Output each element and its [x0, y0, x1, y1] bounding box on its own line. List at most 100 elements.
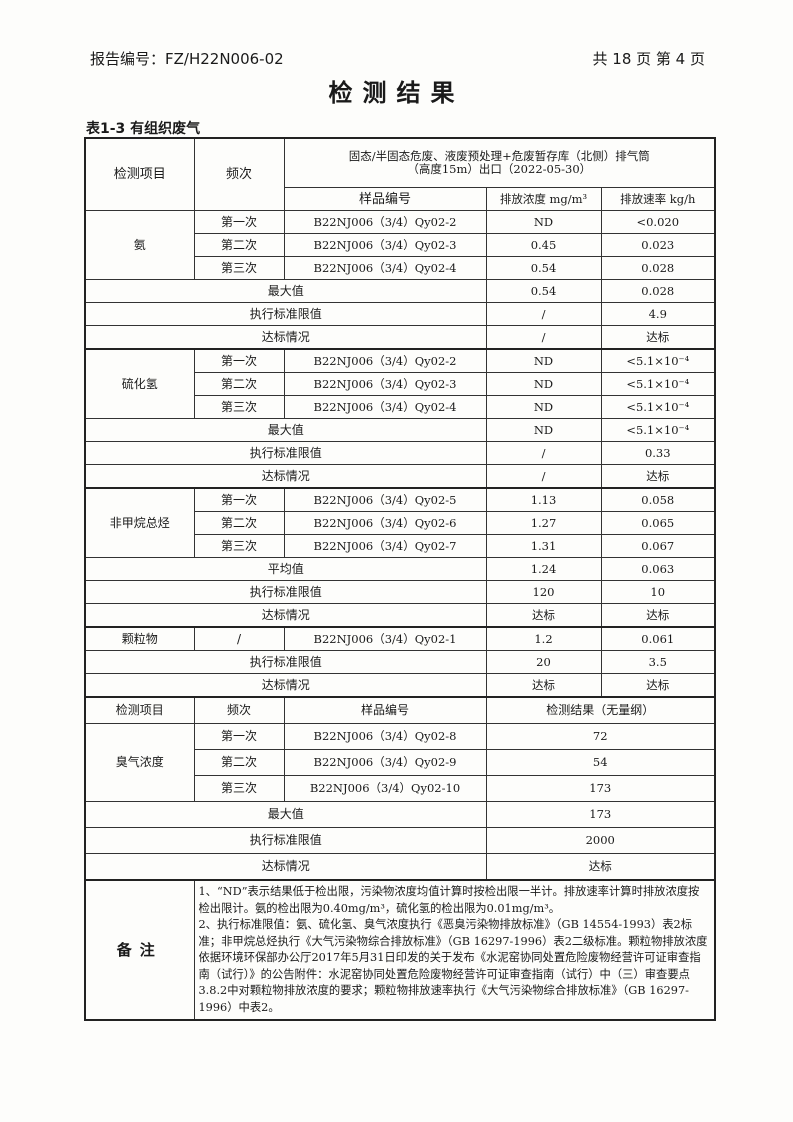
- frequency: 第三次: [193, 534, 285, 558]
- concentration: /: [485, 325, 602, 350]
- header-result: 检测结果（无量纲）: [485, 696, 716, 724]
- summary-row: 执行标准限值/4.9: [84, 302, 716, 326]
- emission-rate: 达标: [600, 464, 716, 489]
- sample-id: B22NJ006（3/4）Qy02-6: [283, 511, 487, 535]
- result: 54: [485, 749, 716, 776]
- item-name: 臭气浓度: [84, 723, 195, 802]
- result: 72: [485, 723, 716, 750]
- frequency: 第一次: [193, 210, 285, 234]
- emission-rate: <0.020: [600, 210, 716, 234]
- sample-id: B22NJ006（3/4）Qy02-1: [283, 626, 487, 651]
- summary-row: 执行标准限值/0.33: [84, 441, 716, 465]
- results-table: 检测项目 频次 固态/半固态危废、液废预处理+危废暂存库（北侧）排气筒 （高度15…: [84, 137, 716, 1021]
- source-line1: 固态/半固态危废、液废预处理+危废暂存库（北侧）排气筒: [348, 149, 650, 163]
- item-name: 氨: [84, 210, 195, 280]
- emission-rate: 10: [600, 580, 716, 604]
- sample-id: B22NJ006（3/4）Qy02-5: [283, 487, 487, 512]
- concentration: 1.27: [485, 511, 602, 535]
- sample-id: B22NJ006（3/4）Qy02-4: [283, 395, 487, 419]
- summary-row: 最大值 0.54 0.028: [84, 279, 716, 303]
- concentration: /: [485, 302, 602, 326]
- concentration: ND: [485, 372, 602, 396]
- concentration: 120: [485, 580, 602, 604]
- header-frequency: 频次: [193, 696, 285, 724]
- table-row: 第二次 B22NJ006（3/4）Qy02-3 0.45 0.023: [85, 233, 716, 257]
- summary-row: 达标情况 达标: [84, 853, 716, 881]
- report-number: 报告编号：FZ/H22N006-02: [90, 50, 284, 68]
- concentration: ND: [485, 395, 602, 419]
- summary-row: 执行标准限值 2000: [84, 827, 716, 854]
- table-row: 硫化氢 第一次 B22NJ006（3/4）Qy02-2 ND <5.1×10⁻⁴: [84, 348, 716, 419]
- emission-rate: 0.028: [600, 256, 716, 280]
- concentration: 20: [485, 650, 602, 674]
- table-row: 第二次 B22NJ006（3/4）Qy02-9 54: [85, 749, 716, 776]
- summary-label: 执行标准限值: [84, 827, 487, 854]
- table-row: 第三次 B22NJ006（3/4）Qy02-7 1.31 0.067: [85, 534, 716, 558]
- table-row: 第二次 B22NJ006（3/4）Qy02-3 ND <5.1×10⁻⁴: [85, 372, 716, 396]
- emission-rate: <5.1×10⁻⁴: [600, 372, 716, 396]
- header-item: 检测项目: [84, 696, 195, 724]
- table-caption: 表1-3 有组织废气: [86, 121, 201, 137]
- concentration: 0.45: [485, 233, 602, 257]
- frequency: 第二次: [193, 372, 285, 396]
- result: 达标: [485, 853, 716, 881]
- table-row: 臭气浓度 第一次 B22NJ006（3/4）Qy02-8 72: [84, 723, 716, 802]
- header-source: 固态/半固态危废、液废预处理+危废暂存库（北侧）排气筒 （高度15m）出口（202…: [283, 137, 716, 188]
- concentration: ND: [485, 418, 602, 442]
- notes-row: 备注 1、“ND”表示结果低于检出限，污染物浓度均值计算时按检出限一半计。排放速率…: [84, 879, 716, 1021]
- frequency: 第三次: [193, 775, 285, 802]
- frequency: 第三次: [193, 395, 285, 419]
- frequency: 第一次: [193, 723, 285, 750]
- emission-rate: 0.061: [600, 626, 716, 651]
- summary-label: 执行标准限值: [84, 580, 487, 604]
- table-row: 第三次 B22NJ006（3/4）Qy02-4 ND <5.1×10⁻⁴: [85, 395, 716, 419]
- summary-row: 最大值 173: [84, 801, 716, 828]
- concentration: /: [485, 441, 602, 465]
- odor-header-row: 检测项目 频次 样品编号 检测结果（无量纲）: [84, 696, 716, 724]
- result: 173: [485, 801, 716, 828]
- frequency: /: [193, 626, 285, 651]
- header-frequency: 频次: [193, 137, 285, 211]
- table-row: 颗粒物 / B22NJ006（3/4）Qy02-1 1.2 0.061: [84, 626, 716, 651]
- frequency: 第二次: [193, 511, 285, 535]
- concentration: /: [485, 464, 602, 489]
- table-row: 第三次 B22NJ006（3/4）Qy02-4 0.54 0.028: [85, 256, 716, 280]
- table-row: 第三次 B22NJ006（3/4）Qy02-10 173: [85, 775, 716, 802]
- sample-id: B22NJ006（3/4）Qy02-9: [283, 749, 487, 776]
- summary-label: 达标情况: [84, 603, 487, 628]
- emission-rate: 3.5: [600, 650, 716, 674]
- summary-label: 达标情况: [84, 853, 487, 881]
- concentration: 1.24: [485, 557, 602, 581]
- summary-row: 达标情况 / 达标: [84, 464, 716, 489]
- sample-id: B22NJ006（3/4）Qy02-2: [283, 210, 487, 234]
- summary-row: 最大值 ND <5.1×10⁻⁴: [84, 418, 716, 442]
- header-rate: 排放速率 kg/h: [600, 187, 716, 211]
- sample-id: B22NJ006（3/4）Qy02-8: [283, 723, 487, 750]
- note-1: 1、“ND”表示结果低于检出限，污染物浓度均值计算时按检出限一半计。排放速率计算…: [198, 885, 700, 915]
- result: 173: [485, 775, 716, 802]
- emission-rate: 达标: [600, 325, 716, 350]
- header-item: 检测项目: [84, 137, 195, 211]
- emission-rate: 0.023: [600, 233, 716, 257]
- source-line2: （高度15m）出口（2022-05-30）: [407, 162, 592, 176]
- summary-row: 达标情况 / 达标: [84, 325, 716, 350]
- emission-rate: 0.33: [600, 441, 716, 465]
- emission-rate: <5.1×10⁻⁴: [600, 418, 716, 442]
- item-name: 非甲烷总烃: [84, 487, 195, 558]
- summary-label: 执行标准限值: [84, 441, 487, 465]
- concentration: ND: [485, 348, 602, 373]
- notes-label: 备注: [84, 879, 195, 1021]
- emission-rate: 0.063: [600, 557, 716, 581]
- frequency: 第一次: [193, 348, 285, 373]
- emission-rate: 达标: [600, 603, 716, 628]
- concentration: 达标: [485, 603, 602, 628]
- concentration: 达标: [485, 673, 602, 698]
- emission-rate: 4.9: [600, 302, 716, 326]
- header-sample: 样品编号: [283, 187, 487, 211]
- summary-label: 达标情况: [84, 325, 487, 350]
- item-name: 颗粒物: [84, 626, 195, 651]
- emission-rate: 0.058: [600, 487, 716, 512]
- header-sample: 样品编号: [283, 696, 487, 724]
- summary-row: 达标情况 达标 达标: [84, 673, 716, 698]
- table-row: 氨第一次 B22NJ006（3/4）Qy02-2 ND <0.020: [84, 210, 716, 280]
